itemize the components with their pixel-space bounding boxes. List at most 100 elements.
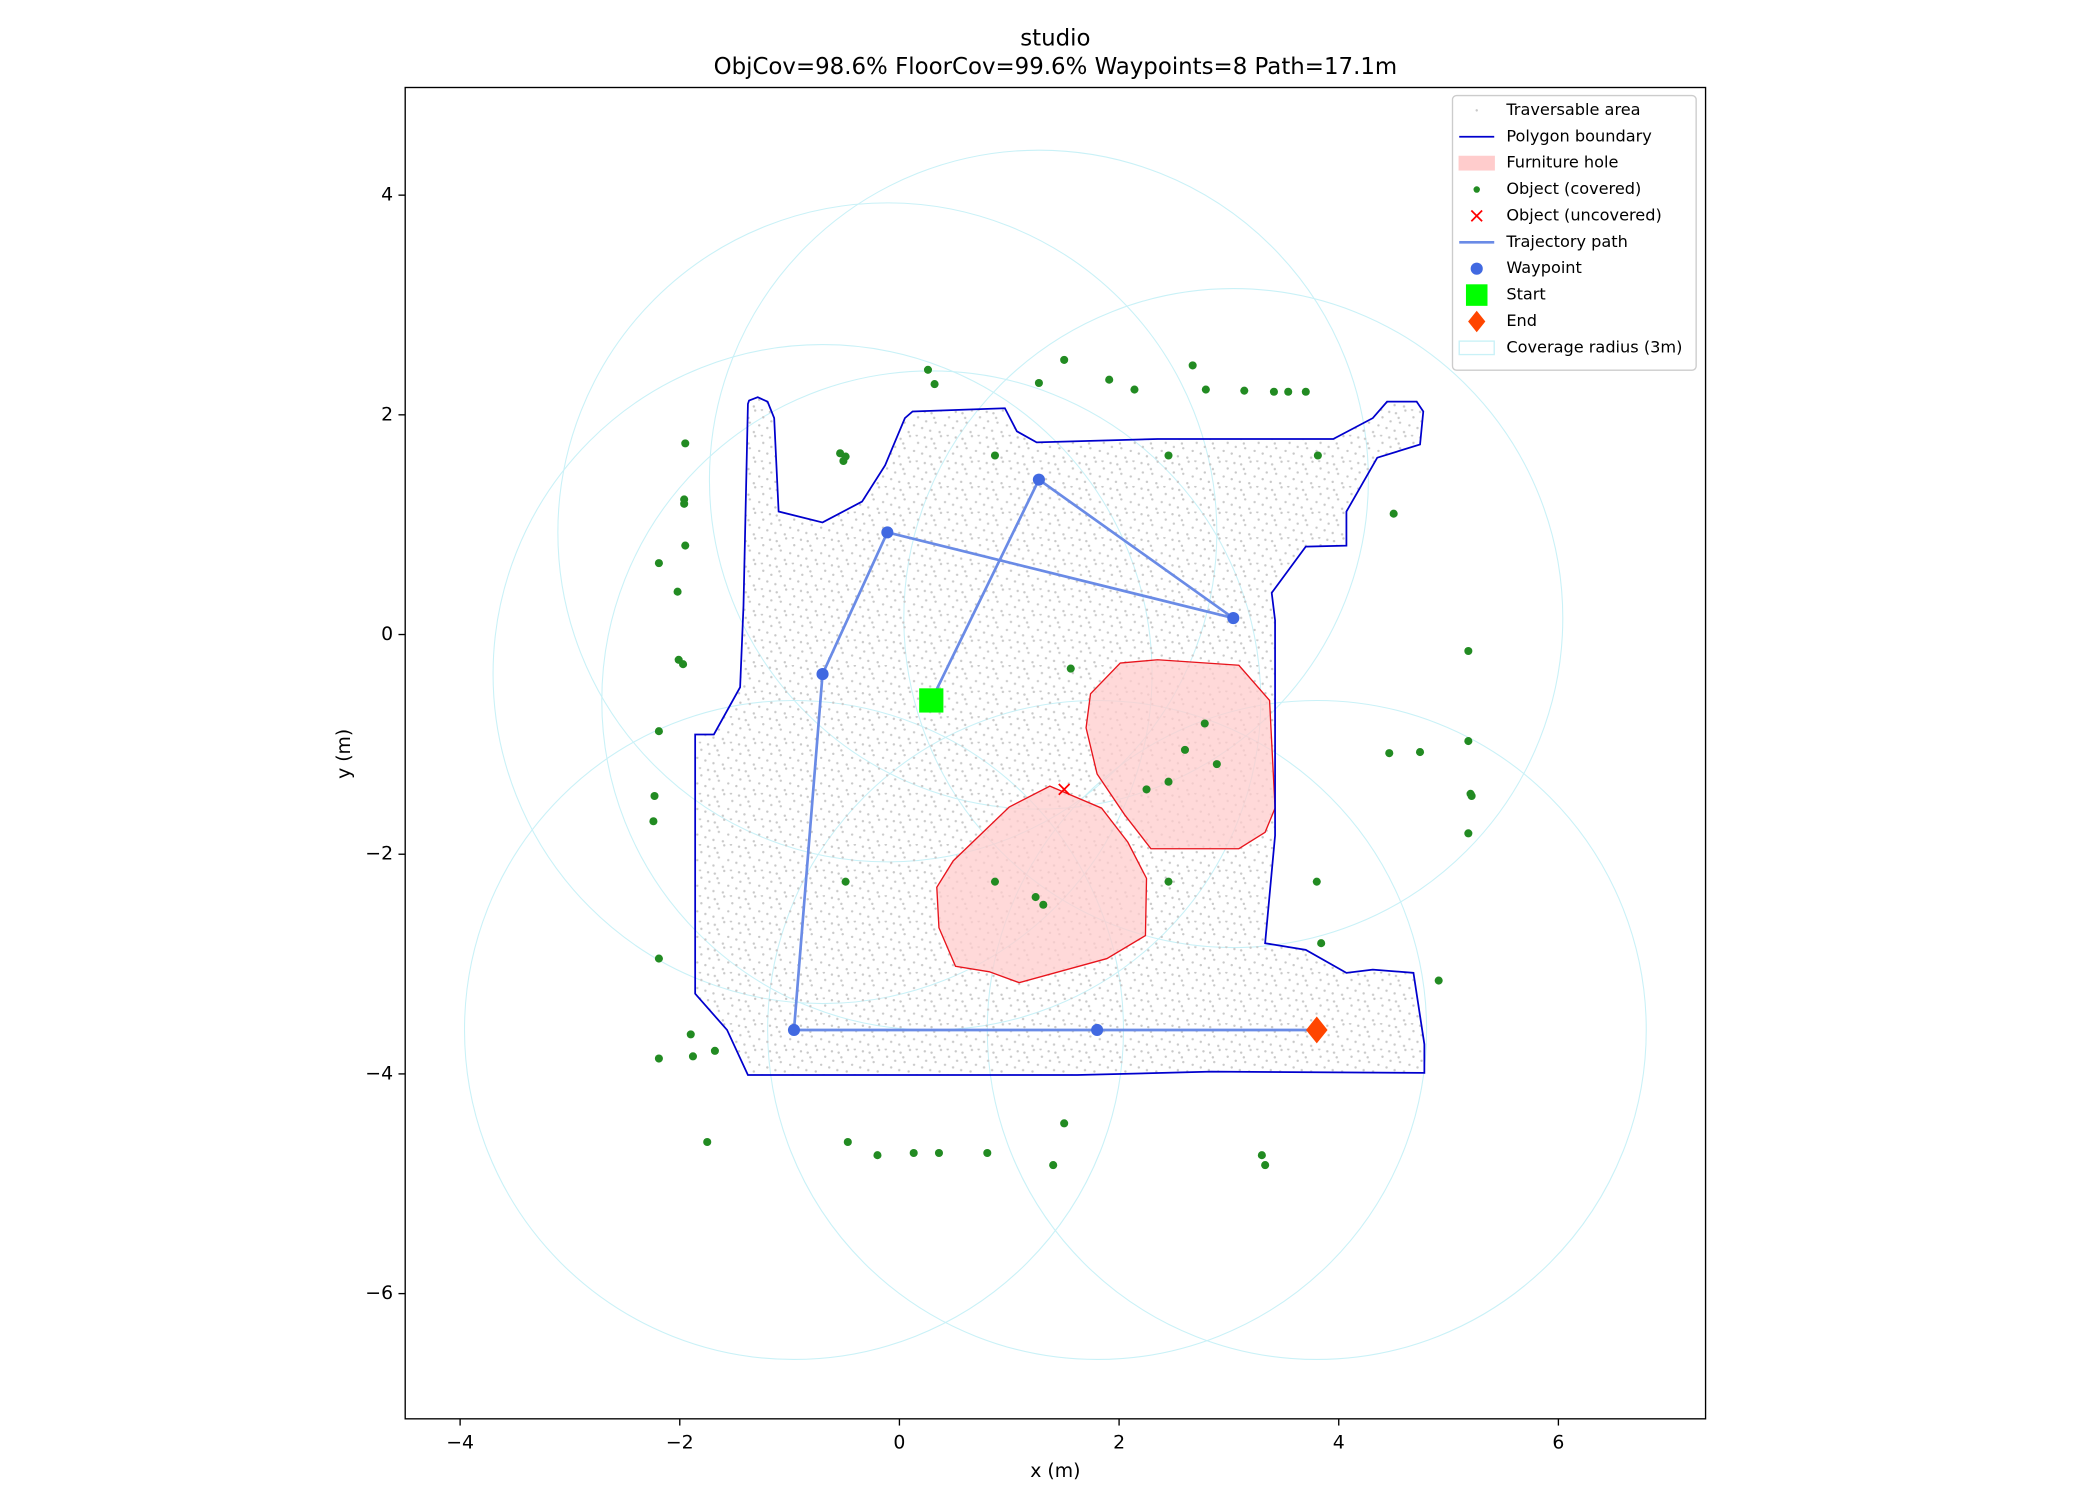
point [1034, 378, 1043, 388]
point [1060, 1119, 1069, 1128]
point [983, 1148, 992, 1158]
point [787, 1023, 801, 1037]
point [679, 660, 688, 669]
furniture-hole [1085, 659, 1276, 850]
chart-subtitle: ObjCov=98.6% FloorCov=99.6% Waypoints=8 … [714, 54, 1398, 80]
legend-swatch [1470, 209, 1483, 222]
point [1464, 829, 1473, 838]
traversable-area [695, 397, 1425, 1076]
legend-swatch [1465, 284, 1488, 306]
point [1415, 748, 1425, 757]
point [1060, 355, 1069, 364]
point [1212, 760, 1221, 769]
legend: Traversable area Polygon boundary Furnitur… [1451, 94, 1697, 371]
point [1049, 1161, 1058, 1170]
point [1385, 749, 1394, 758]
point [654, 559, 663, 568]
y-tick-label: −2 [365, 844, 393, 865]
point [1464, 737, 1473, 746]
point [881, 526, 894, 539]
point [1066, 664, 1075, 673]
point [1142, 785, 1151, 794]
point [990, 877, 1000, 886]
legend-label: Start [1506, 285, 1545, 304]
point [654, 727, 663, 736]
point [1164, 777, 1173, 786]
legend-label: Object (covered) [1506, 179, 1641, 198]
point [1180, 745, 1190, 754]
point [1164, 451, 1173, 460]
point [1312, 877, 1321, 886]
point [654, 1054, 663, 1063]
point [839, 456, 848, 466]
point [1091, 1023, 1104, 1037]
point [1434, 976, 1443, 985]
y-tick-label: 2 [381, 404, 393, 425]
point [919, 688, 944, 713]
x-tick-label: 6 [1552, 1433, 1564, 1454]
polygon-boundary [694, 396, 1426, 1076]
point [680, 499, 689, 508]
legend-label: End [1506, 311, 1537, 330]
point [1467, 791, 1476, 801]
point [1464, 646, 1473, 656]
point [1227, 611, 1240, 625]
point [1188, 361, 1197, 370]
point [1200, 719, 1209, 728]
point [930, 380, 939, 389]
point [1240, 386, 1249, 395]
furniture-hole [936, 785, 1148, 984]
y-tick-label: −4 [365, 1063, 393, 1084]
point [1313, 451, 1322, 460]
x-axis-label: x (m) [1030, 1461, 1080, 1482]
point [1031, 893, 1040, 902]
legend-label: Trajectory path [1505, 232, 1628, 251]
legend-label: Object (uncovered) [1506, 205, 1661, 224]
legend-swatch [1470, 262, 1483, 275]
point [1164, 877, 1173, 886]
point [681, 541, 690, 550]
legend-label: Polygon boundary [1506, 126, 1652, 145]
legend-swatch [1475, 109, 1478, 112]
x-tick-label: −4 [446, 1433, 474, 1454]
legend-label: Waypoint [1506, 258, 1582, 277]
plot-area [463, 149, 1647, 1360]
point [923, 365, 933, 374]
y-tick-label: 4 [381, 185, 393, 206]
axes-frame [404, 86, 1707, 1420]
point [688, 1052, 697, 1061]
legend-box [1451, 94, 1697, 371]
axes: −4 −2 0 2 4 6 4 2 0 −2 −4 −6 Traversable area Polygon… [365, 86, 1707, 1454]
point [1269, 387, 1278, 396]
point [843, 1137, 852, 1147]
y-tick-label: −6 [365, 1283, 393, 1304]
point [649, 817, 658, 826]
y-axis-label: y (m) [334, 729, 355, 779]
point [1301, 387, 1310, 396]
point [816, 668, 829, 681]
point [681, 439, 690, 448]
y-tick-label: 0 [381, 624, 393, 645]
x-tick-label: 0 [893, 1433, 905, 1454]
point [1105, 375, 1114, 384]
legend-swatch [1458, 155, 1495, 171]
point [686, 1030, 695, 1039]
point [873, 1151, 882, 1160]
point [841, 877, 850, 886]
legend-label: Coverage radius (3m) [1506, 337, 1682, 356]
point [1130, 385, 1139, 394]
point [909, 1148, 918, 1158]
x-tick-label: 2 [1113, 1433, 1125, 1454]
point [1257, 1151, 1266, 1160]
point [710, 1046, 719, 1055]
point [1389, 509, 1398, 518]
point [654, 954, 663, 963]
point [650, 791, 659, 801]
legend-label: Furniture hole [1506, 153, 1618, 172]
point [990, 451, 1000, 460]
point [703, 1137, 712, 1147]
x-tick-label: 4 [1333, 1433, 1345, 1454]
x-tick-label: −2 [666, 1433, 694, 1454]
point [1058, 783, 1071, 796]
